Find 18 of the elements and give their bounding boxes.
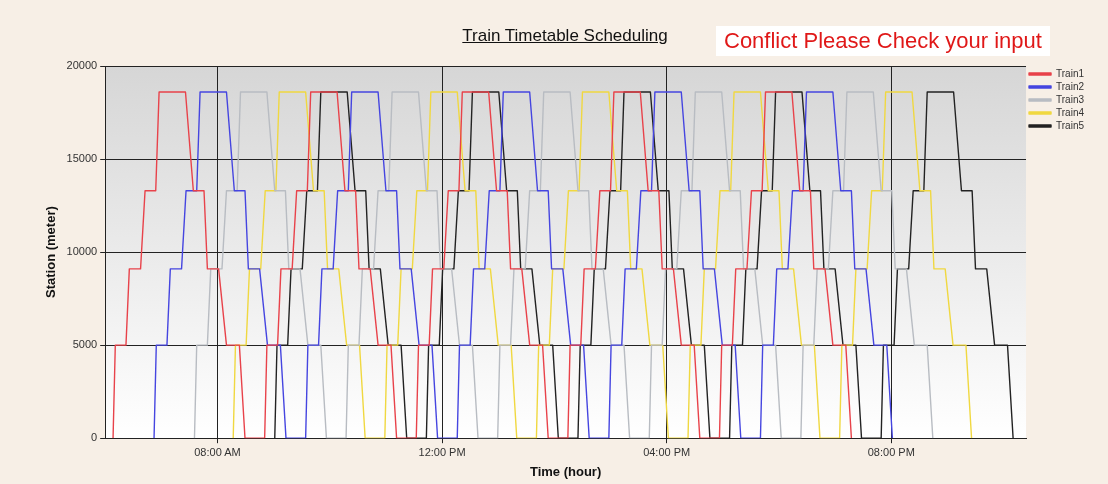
x-tick-label: 04:00 PM <box>643 445 691 458</box>
legend-label: Train3 <box>1056 93 1085 105</box>
x-axis-title: Time (hour) <box>529 463 602 479</box>
x-tick-label: 08:00 AM <box>194 445 241 458</box>
y-tick-label: 20000 <box>66 59 98 72</box>
y-tick-label: 10000 <box>66 245 98 258</box>
legend-label: Train1 <box>1056 67 1085 79</box>
y-tick-label: 0 <box>91 431 98 444</box>
x-tick-label: 08:00 PM <box>867 445 915 458</box>
y-tick-label: 15000 <box>66 152 98 165</box>
y-tick-label: 5000 <box>72 338 98 351</box>
legend-label: Train4 <box>1056 106 1085 118</box>
legend-label: Train5 <box>1056 119 1085 131</box>
y-axis-title: Station (meter) <box>43 206 59 298</box>
legend-label: Train2 <box>1056 80 1085 92</box>
text: Conflict Please Check your input <box>716 26 1050 56</box>
x-tick-label: 12:00 PM <box>418 445 466 458</box>
chart-title: Train Timetable Scheduling <box>462 26 668 45</box>
